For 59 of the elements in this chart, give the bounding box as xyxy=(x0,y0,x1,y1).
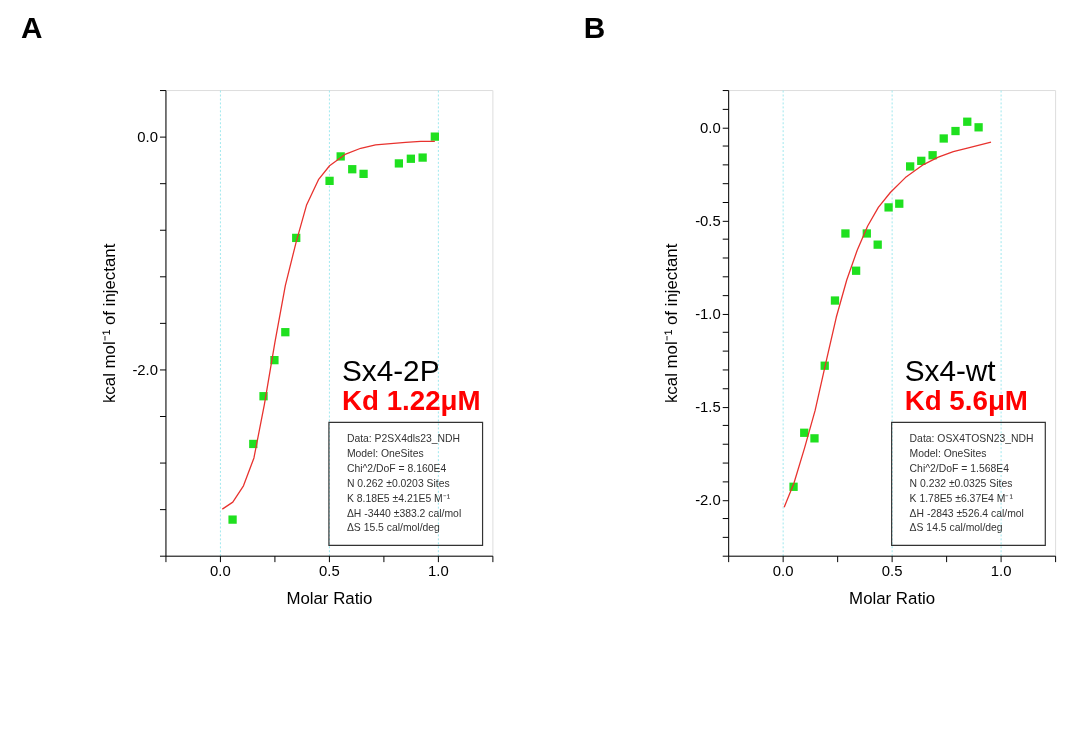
point xyxy=(810,434,819,443)
point xyxy=(873,240,882,249)
x-tick-label: 0.0 xyxy=(772,563,794,579)
y-axis-title: kcal mol⁻¹ of injectant xyxy=(99,243,119,404)
point xyxy=(325,176,334,186)
y-tick-label: -1.0 xyxy=(695,306,721,323)
annotation: Sx4-wt xyxy=(904,353,997,387)
annotation: N 0.232 ±0.0325 Sites xyxy=(909,477,1013,489)
point xyxy=(951,126,960,136)
point xyxy=(974,123,983,132)
annotation: Model: OneSites xyxy=(346,448,424,460)
point xyxy=(884,203,893,212)
annotation: Model: OneSites xyxy=(909,448,987,460)
chart-title: A xyxy=(20,10,43,44)
x-tick-label: 1.0 xyxy=(990,563,1012,579)
point xyxy=(830,296,840,305)
annotation: Sx4-2P xyxy=(341,353,440,387)
y-tick-label: -0.5 xyxy=(695,212,721,229)
point xyxy=(430,132,439,141)
point xyxy=(359,169,368,179)
annotation: ΔH -2843 ±526.4 cal/mol xyxy=(909,507,1024,519)
point xyxy=(906,162,915,171)
x-tick-label: 0.0 xyxy=(210,563,231,579)
x-axis-title: Molar Ratio xyxy=(849,588,936,608)
annotation: K 8.18E5 ±4.21E5 M⁻¹ xyxy=(346,492,451,504)
point xyxy=(895,199,904,208)
annotation: Kd 1.22μM xyxy=(341,384,481,416)
annotation: ΔS 14.5 cal/mol/deg xyxy=(909,522,1003,534)
point xyxy=(851,266,861,275)
point xyxy=(928,151,937,160)
y-tick-label: -2.0 xyxy=(695,492,721,509)
x-tick-label: 0.5 xyxy=(319,563,340,579)
annotation: Kd 5.6μM xyxy=(904,384,1028,416)
point xyxy=(939,134,948,143)
point xyxy=(963,117,972,126)
point xyxy=(394,159,404,168)
annotation: Chi^2/DoF = 1.568E4 xyxy=(909,462,1010,474)
y-tick-label: 0.0 xyxy=(700,119,721,136)
point xyxy=(348,165,357,174)
chart-title: B xyxy=(583,10,606,44)
point xyxy=(281,328,290,337)
annotation: ΔH -3440 ±383.2 cal/mol xyxy=(346,507,462,519)
annotation: Chi^2/DoF = 8.160E4 xyxy=(346,462,447,474)
point xyxy=(406,154,416,163)
x-tick-label: 1.0 xyxy=(428,563,449,579)
y-axis-title: kcal mol⁻¹ of injectant xyxy=(662,243,682,404)
point xyxy=(228,515,237,524)
x-tick-label: 0.5 xyxy=(881,563,903,579)
annotation: ΔS 15.5 cal/mol/deg xyxy=(346,522,441,534)
annotation: Data: P2SX4dls23_NDH xyxy=(346,433,461,445)
annotation: N 0.262 ±0.0203 Sites xyxy=(346,477,450,489)
x-axis-title: Molar Ratio xyxy=(286,588,373,608)
point xyxy=(800,428,809,437)
annotation: Data: OSX4TOSN23_NDH xyxy=(909,433,1034,445)
point xyxy=(418,153,427,162)
point xyxy=(841,229,850,238)
y-tick-label: -1.5 xyxy=(695,399,721,416)
y-tick-label: -2.0 xyxy=(132,361,159,378)
annotation: K 1.78E5 ±6.37E4 M⁻¹ xyxy=(909,492,1014,504)
